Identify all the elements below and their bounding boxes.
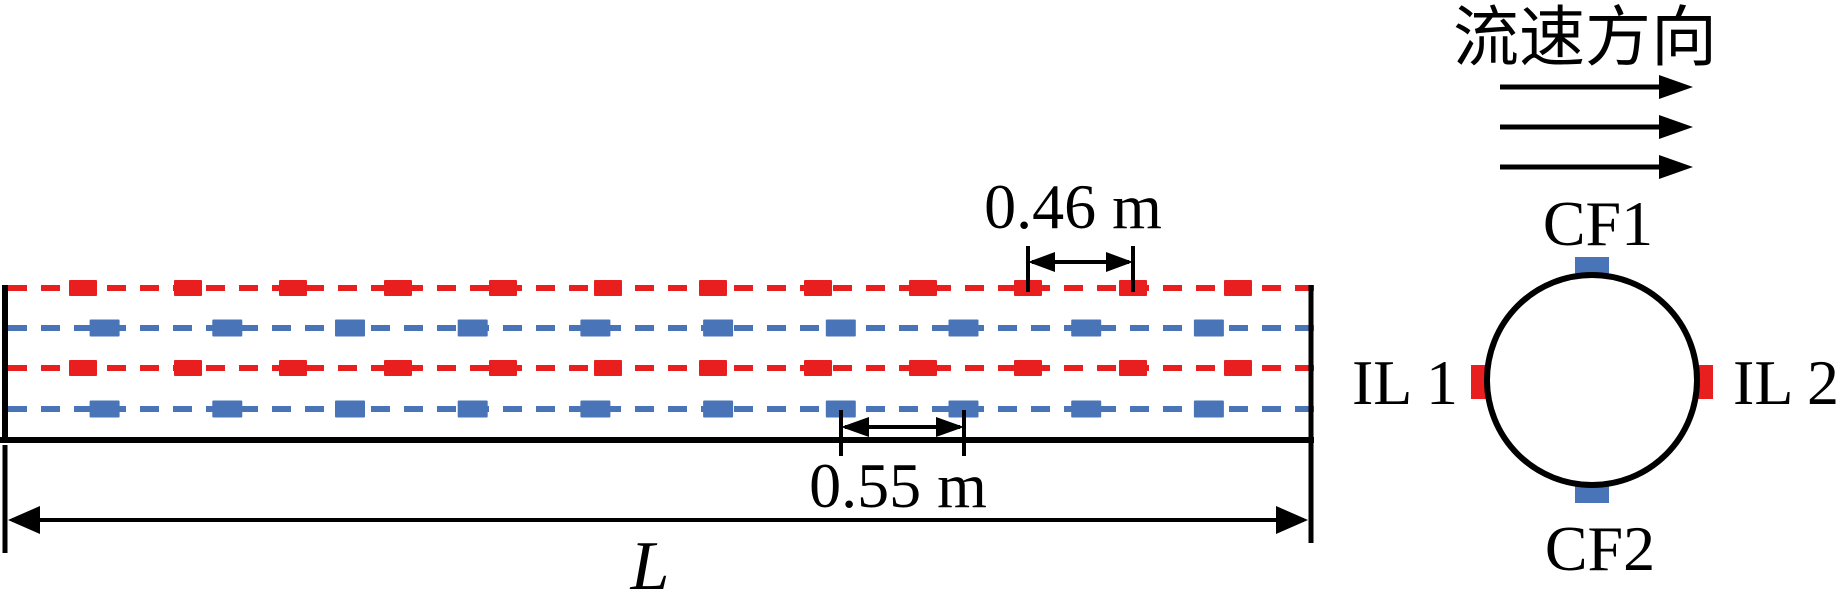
flow-arrow-head [1659, 155, 1693, 179]
dim-055-label: 0.55 m [809, 450, 987, 521]
il-sensor-line-1-sensor-marker [804, 280, 832, 296]
il-sensor-line-1-sensor-marker [384, 280, 412, 296]
cf-sensor-line-2-sensor-marker [335, 400, 365, 418]
cf-sensor-line-2-sensor-marker [1071, 400, 1102, 418]
cf-sensor-line-2-sensor-marker [580, 400, 611, 418]
cf-sensor-line-2-sensor-marker [89, 400, 120, 418]
cross-section-sensor-cf2 [1575, 485, 1609, 503]
il-sensor-line-2-sensor-marker [489, 360, 517, 376]
cf-sensor-line-1-sensor-marker [703, 319, 734, 337]
il-sensor-line-2-sensor-marker [279, 360, 307, 376]
riser-cross-section-circle [1484, 272, 1700, 488]
il-sensor-line-2-sensor-marker [174, 360, 202, 376]
cf-sensor-line-2-sensor-marker [703, 400, 734, 418]
cf-sensor-line-1-sensor-marker [1071, 319, 1102, 337]
il-sensor-line-2-sensor-marker [1224, 360, 1252, 376]
dim-046-arrow-right-head [1106, 252, 1133, 272]
cf-sensor-line-1-sensor-marker [212, 319, 243, 337]
cf-sensor-line-1-sensor-marker [825, 319, 856, 337]
flow-arrows-layer [1500, 75, 1693, 179]
il-sensor-line-2-sensor-marker [69, 360, 97, 376]
cf-sensor-line-2-sensor-marker [948, 400, 979, 418]
dim-L-arrow-right-head [1276, 506, 1308, 534]
cross-section-sensor-il2 [1697, 365, 1713, 399]
cf-sensor-line-2-sensor-marker [1193, 400, 1224, 418]
pipe-elevation-view [0, 280, 1315, 543]
flow-direction-group: 流速方向 [1453, 2, 1717, 179]
flow-direction-label: 流速方向 [1453, 2, 1717, 75]
dim-046-arrow [1028, 252, 1133, 272]
sensor-label-il2: IL 2 [1733, 347, 1839, 418]
il-sensor-line-1-sensor-marker [909, 280, 937, 296]
sensor-label-il1: IL 1 [1352, 347, 1458, 418]
sensor-label-cf1: CF1 [1543, 188, 1653, 259]
sensor-lines-layer [8, 285, 1315, 412]
sensor-label-cf2: CF2 [1545, 513, 1655, 584]
cross-section-sensor-cf1 [1575, 257, 1609, 275]
dim-055-arrow-left-head [841, 417, 869, 437]
dimension-red-spacing: 0.46 m [984, 171, 1162, 292]
dim-L-label: L [630, 528, 670, 605]
dimension-total-length: L [2, 445, 1308, 605]
cf-sensor-line-1-sensor-marker [335, 319, 365, 337]
flow-arrow-head [1659, 75, 1693, 99]
cf-sensor-line-2-sensor-marker [212, 400, 243, 418]
il-sensor-line-1-sensor-marker [174, 280, 202, 296]
sensor-markers-layer [69, 280, 1252, 418]
il-sensor-line-1-sensor-marker [489, 280, 517, 296]
cf-sensor-line-1-sensor-marker [580, 319, 611, 337]
il-sensor-line-2-sensor-marker [909, 360, 937, 376]
cf-sensor-line-2-sensor-marker [457, 400, 488, 418]
il-sensor-line-2-sensor-marker [1119, 360, 1147, 376]
cross-section-sensor-il1 [1471, 365, 1487, 399]
dim-046-arrow-left-head [1028, 252, 1055, 272]
dim-L-arrow [8, 506, 1308, 534]
dim-055-arrow-right-head [936, 417, 964, 437]
cf-sensor-line-1-sensor-marker [948, 319, 979, 337]
il-sensor-line-1-sensor-marker [1224, 280, 1252, 296]
il-sensor-line-2-sensor-marker [594, 360, 622, 376]
dim-L-arrow-left-head [8, 506, 40, 534]
cf-sensor-line-1-sensor-marker [457, 319, 488, 337]
dim-046-label: 0.46 m [984, 171, 1162, 242]
cross-section-view: CF1 IL 1 IL 2 CF2 [1352, 188, 1839, 584]
il-sensor-line-1-sensor-marker [279, 280, 307, 296]
il-sensor-line-1-sensor-marker [699, 280, 727, 296]
cf-sensor-line-2-sensor-marker [825, 400, 856, 418]
il-sensor-line-2-sensor-marker [699, 360, 727, 376]
cf-sensor-line-1-sensor-marker [89, 319, 120, 337]
il-sensor-line-2-sensor-marker [1014, 360, 1042, 376]
il-sensor-line-2-sensor-marker [804, 360, 832, 376]
il-sensor-line-2-sensor-marker [384, 360, 412, 376]
cf-sensor-line-1-sensor-marker [1193, 319, 1224, 337]
flow-arrow-head [1659, 115, 1693, 139]
dim-055-arrow [841, 417, 964, 437]
cross-section-sensors-layer [1471, 257, 1713, 503]
il-sensor-line-1-sensor-marker [69, 280, 97, 296]
il-sensor-line-1-sensor-marker [594, 280, 622, 296]
dimension-blue-spacing: 0.55 m [809, 410, 987, 521]
